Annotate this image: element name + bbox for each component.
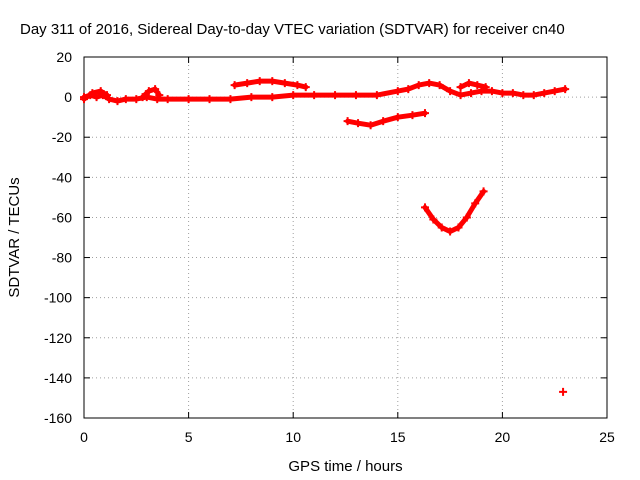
y-tick-label: 0 [64,89,72,105]
data-point [420,203,429,212]
data-point [481,83,490,92]
data-point [404,85,413,94]
data-point [498,89,507,98]
series-line-1 [81,88,110,102]
data-point [163,95,172,104]
data-point [379,117,388,126]
data-point [354,119,363,128]
grid-lines [84,57,607,418]
data-point [393,87,402,96]
data-point [230,81,239,90]
series-line-5 [458,80,489,90]
data-point [437,223,446,232]
data-point [96,87,105,96]
data-point [408,111,417,120]
data-point [184,95,193,104]
data-point [462,213,471,222]
data-point [393,113,402,122]
data-point [280,79,289,88]
y-axis-label: SDTVAR / TECUs [6,177,23,297]
data-point [247,93,256,102]
data-point [473,81,482,90]
data-point [429,215,438,224]
data-point [366,121,375,130]
y-tick-label: -60 [52,209,72,225]
data-point [144,87,153,96]
data-point [467,89,476,98]
data-point [529,91,538,100]
data-point [255,77,264,86]
y-tick-label: 20 [56,49,72,65]
data-point [80,95,88,104]
x-tick-label: 25 [599,429,615,445]
data-point [289,91,298,100]
data-point [151,85,160,94]
data-point [456,83,465,92]
x-axis-label: GPS time / hours [288,458,402,475]
data-point [540,89,549,98]
data-point [446,227,455,236]
data-point [550,87,559,96]
y-tick-label: -160 [44,410,72,426]
data-point [487,87,496,96]
data-point [446,87,455,96]
data-point [479,187,488,196]
y-tick-label: -20 [52,129,72,145]
data-point [113,97,122,106]
data-point [205,95,214,104]
x-tick-label: 0 [80,429,88,445]
data-point [471,199,480,208]
y-tick-label: -100 [44,290,72,306]
data-point [454,223,463,232]
x-tick-label: 20 [495,429,511,445]
data-point [243,79,252,88]
axis-ticks: 0 5 10 15 20 25 20 0 -20 -40 -60 -80 -100 -120 -140 -16… [44,49,615,445]
data-point [508,89,517,98]
data-point [301,83,310,92]
data-point [561,85,570,94]
data-point [372,91,381,100]
data-point [121,95,130,104]
y-tick-label: -40 [52,169,72,185]
data-point [268,77,277,86]
data-series [80,77,570,396]
y-tick-label: -140 [44,370,72,386]
data-point [351,91,360,100]
data-point [420,109,429,118]
data-point [293,81,302,90]
data-point [138,93,147,102]
data-point [226,95,235,104]
data-point [414,81,423,90]
series-line-6 [422,188,487,234]
x-tick-label: 5 [185,429,193,445]
data-point [331,91,340,100]
data-point [425,79,434,88]
x-tick-label: 10 [285,429,301,445]
data-point [103,91,112,100]
data-point [343,117,352,126]
data-point [519,91,528,100]
data-point [435,81,444,90]
data-point [88,89,97,98]
data-point [464,79,473,88]
data-point [132,95,141,104]
y-tick-label: -120 [44,330,72,346]
y-tick-label: -80 [52,250,72,266]
data-point [155,91,164,100]
data-point [456,91,465,100]
data-point [310,91,319,100]
x-tick-label: 15 [390,429,406,445]
plot-frame [83,56,608,419]
data-point [268,93,277,102]
chart-title: Day 311 of 2016, Sidereal Day-to-day VTE… [20,21,565,38]
data-point [559,387,568,396]
